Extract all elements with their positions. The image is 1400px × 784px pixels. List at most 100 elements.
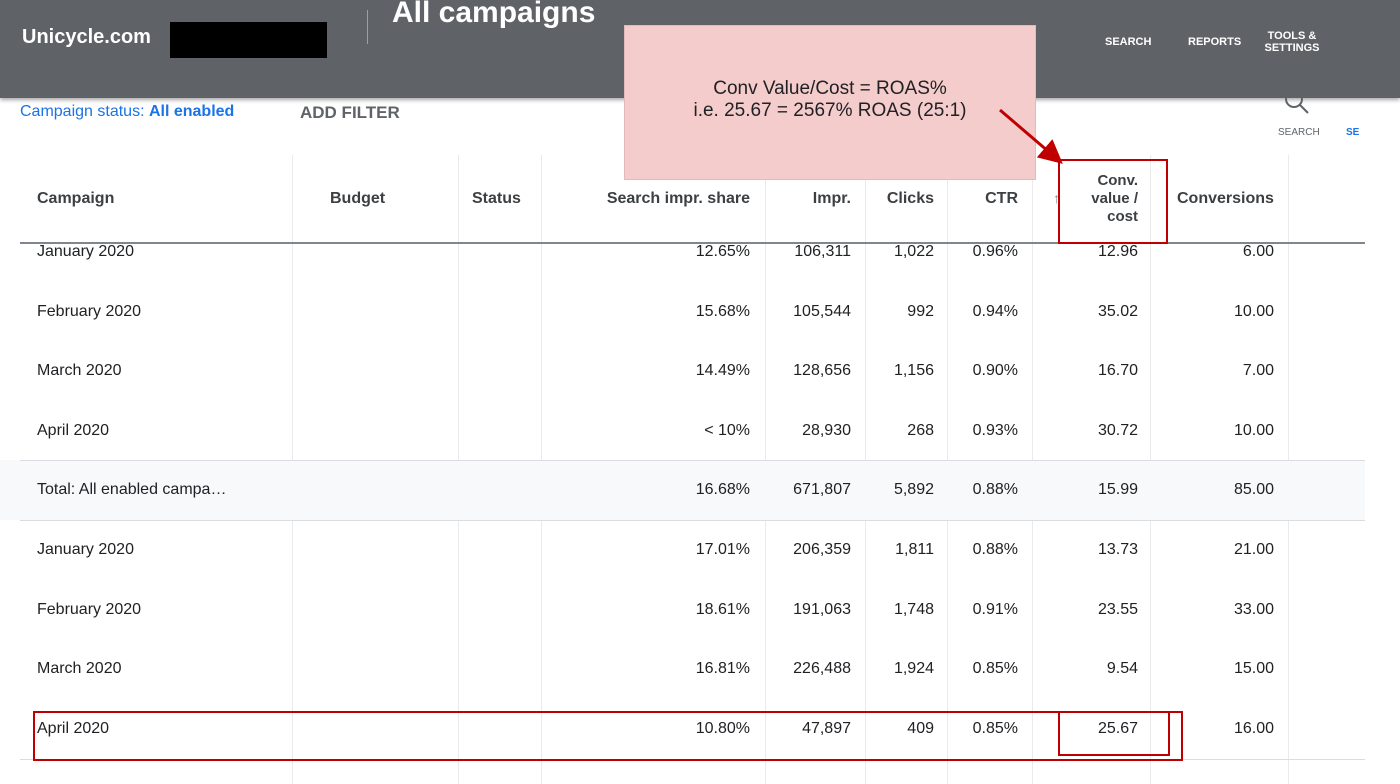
search-icon[interactable] (1283, 88, 1311, 118)
table-cell: 0.91% (972, 600, 1018, 618)
table-cell: 25.67 (1097, 719, 1138, 737)
table-cell: April 2020 (37, 421, 110, 439)
table-cell: 12.65% (695, 243, 750, 260)
filter-label: Campaign status: (20, 103, 145, 120)
row-divider (20, 520, 1365, 521)
search-label: SEARCH (1278, 127, 1320, 138)
table-cell: 1,156 (893, 362, 934, 380)
table-cell: 0.94% (972, 302, 1018, 320)
table-cell: 1,924 (893, 660, 934, 678)
table-cell: 18.61% (695, 600, 750, 618)
table-cell: 28,930 (802, 421, 851, 439)
table-cell: 0.88% (972, 541, 1018, 558)
table-cell: 0.88% (972, 481, 1018, 499)
table-cell: 1,022 (893, 243, 934, 260)
table-cell: 226,488 (793, 660, 851, 678)
table-cell: 16.00 (1233, 719, 1274, 737)
table-cell: March 2020 (37, 362, 122, 380)
highlight-row (33, 711, 1183, 761)
table-cell: February 2020 (37, 600, 142, 618)
table-cell: 15.99 (1097, 481, 1138, 499)
table-cell: 7.00 (1242, 362, 1274, 380)
table-cell: 992 (907, 302, 934, 320)
page-title: All campaigns (392, 0, 596, 29)
highlight-header (1058, 159, 1168, 244)
nav-tools[interactable]: TOOLS & SETTINGS (1264, 30, 1320, 54)
table-cell: March 2020 (37, 660, 122, 678)
annotation-line: i.e. 25.67 = 2567% ROAS (25:1) (693, 100, 967, 121)
column-header: Clicks (886, 190, 934, 207)
table-cell: 10.00 (1233, 302, 1274, 320)
table-cell: 15.68% (695, 302, 750, 320)
column-header: Search impr. share (606, 190, 750, 207)
table-cell: January 2020 (37, 541, 134, 558)
arrow (999, 108, 1063, 164)
table-cell: 12.96 (1097, 243, 1138, 260)
table-cell: 21.00 (1233, 541, 1274, 558)
table-cell: 33.00 (1233, 600, 1274, 618)
table-cell: 16.81% (695, 660, 750, 678)
table-cell: 0.96% (972, 243, 1018, 260)
table-cell: 1,748 (893, 600, 934, 618)
table-cell: 9.54 (1106, 660, 1138, 678)
table-cell: 15.00 (1233, 660, 1274, 678)
column-header: Impr. (812, 190, 851, 207)
clipped-label: SE (1346, 127, 1360, 138)
table-cell: 0.85% (972, 660, 1018, 678)
table-cell: 409 (907, 719, 934, 737)
column-header: CTR (985, 190, 1018, 207)
table-cell: 23.55 (1097, 600, 1138, 618)
table-cell: 128,656 (793, 362, 851, 380)
nav-search[interactable]: SEARCH (1105, 36, 1152, 48)
table-cell: January 2020 (37, 243, 134, 260)
column-header: Status (472, 190, 521, 207)
table-cell: 0.93% (972, 421, 1018, 439)
nav-reports[interactable]: REPORTS (1188, 36, 1242, 48)
sort-arrow: ↑ (1053, 190, 1060, 206)
column-header: Budget (330, 190, 386, 207)
table-cell: 191,063 (793, 600, 851, 618)
table-cell: 106,311 (794, 243, 851, 260)
table-cell: 0.90% (972, 362, 1018, 380)
header-rule (20, 242, 1365, 244)
column-header: Conversions (1177, 190, 1274, 207)
divider (367, 10, 368, 44)
table-cell: April 2020 (37, 719, 110, 737)
table-cell: February 2020 (37, 302, 142, 320)
table-cell: Total: All enabled campa… (37, 481, 227, 499)
highlight-cell (1058, 711, 1170, 756)
table-body: January 2020 12.65% 106,311 1,022 0.96% 12.96… (0, 243, 1400, 784)
row-divider (20, 460, 1365, 461)
table-cell: 47,897 (802, 719, 851, 737)
table-cell: 10.80% (695, 719, 750, 737)
annotation: Conv Value/Cost = ROAS% i.e. 25.67 = 256… (624, 25, 1036, 180)
column-header: Conv. value / cost (1091, 172, 1138, 225)
total-row-bg (0, 460, 1365, 520)
table-cell: 105,544 (793, 302, 851, 320)
table-cell: 10.00 (1233, 421, 1274, 439)
table-cell: 85.00 (1233, 481, 1274, 499)
brand[interactable]: Unicycle.com (22, 26, 151, 48)
table-cell: 35.02 (1097, 302, 1138, 320)
column-header: Campaign (37, 190, 115, 207)
table-cell: 671,807 (793, 481, 851, 499)
table-cell: 1,811 (895, 541, 934, 558)
table-cell: 268 (907, 421, 934, 439)
table-cell: 206,359 (793, 541, 851, 558)
filter-value: All enabled (148, 103, 235, 120)
table-cell: 16.68% (695, 481, 750, 499)
filter-status[interactable]: Campaign status: All enabled (20, 103, 234, 121)
annotation-line: Conv Value/Cost = ROAS% (713, 78, 947, 99)
table-cell: 16.70 (1097, 362, 1138, 380)
table-cell: 0.85% (972, 719, 1018, 737)
table-cell: 30.72 (1097, 421, 1138, 439)
table-cell: 14.49% (695, 362, 750, 380)
add-filter[interactable]: ADD FILTER (300, 103, 400, 122)
table-cell: 6.00 (1242, 243, 1274, 260)
table-cell: 17.01% (695, 541, 750, 558)
table-cell: 13.73 (1097, 541, 1138, 558)
table-cell: < 10% (704, 421, 750, 439)
redaction (170, 22, 327, 58)
